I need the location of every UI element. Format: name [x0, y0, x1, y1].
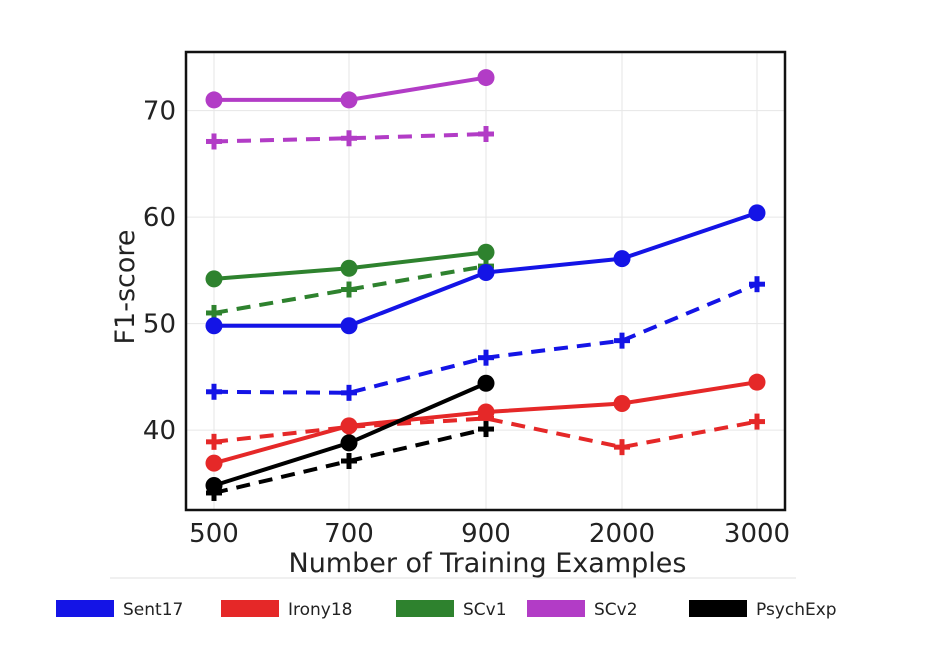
legend-label: PsychExp — [756, 600, 837, 620]
legend-swatch — [396, 600, 454, 617]
x-tick-label: 2000 — [589, 519, 655, 549]
data-point-plus — [341, 130, 357, 147]
series-scv2-solid — [205, 69, 495, 109]
data-point-circle — [340, 417, 358, 435]
data-point-plus — [478, 126, 494, 143]
legend: Sent17 Irony18 SCv1 SCv2 PsychExp — [56, 600, 837, 620]
data-point-circle — [477, 263, 495, 281]
series-scv1-solid — [205, 243, 495, 288]
legend-swatch — [689, 600, 747, 617]
x-tick-label: 3000 — [724, 519, 790, 549]
grid-lines — [186, 52, 785, 510]
data-point-circle — [613, 250, 631, 268]
legend-label: Irony18 — [288, 600, 353, 620]
data-point-circle — [340, 259, 358, 277]
series-scv1-dashed — [206, 258, 494, 321]
data-point-circle — [477, 69, 495, 87]
x-axis-label: Number of Training Examples — [289, 548, 687, 579]
series-sent17-solid — [205, 204, 766, 335]
data-point-circle — [477, 403, 495, 421]
data-point-circle — [205, 91, 223, 109]
data-point-circle — [340, 434, 358, 452]
series-psychexp-dashed — [206, 421, 494, 501]
data-point-circle — [477, 243, 495, 261]
y-tick-label: 50 — [143, 310, 176, 340]
legend-swatch — [221, 600, 279, 617]
series-sent17-dashed — [206, 276, 765, 401]
legend-item-scv2: SCv2 — [527, 600, 638, 620]
legend-item-psychexp: PsychExp — [689, 600, 837, 620]
series-layer — [205, 69, 766, 501]
legend-swatch — [527, 600, 585, 617]
data-point-plus — [206, 133, 222, 150]
plot-frame — [184, 50, 787, 512]
data-point-circle — [205, 270, 223, 288]
tick-labels: 500 700 900 2000 3000 40 50 60 70 — [143, 97, 790, 549]
y-tick-label: 70 — [143, 97, 176, 127]
legend-item-sent17: Sent17 — [56, 600, 183, 620]
data-point-circle — [477, 374, 495, 392]
data-point-circle — [340, 91, 358, 109]
y-tick-label: 60 — [143, 203, 176, 233]
data-point-plus — [341, 281, 357, 298]
data-point-plus — [341, 453, 357, 470]
data-point-plus — [478, 349, 494, 366]
data-point-circle — [205, 477, 223, 495]
data-point-circle — [748, 373, 766, 391]
y-tick-label: 40 — [143, 416, 176, 446]
data-point-circle — [748, 204, 766, 222]
legend-label: SCv2 — [594, 600, 638, 620]
data-point-plus — [614, 439, 630, 456]
legend-swatch — [56, 600, 114, 617]
series-psychexp-solid — [205, 374, 495, 495]
x-tick-label: 900 — [461, 519, 511, 549]
legend-item-irony18: Irony18 — [221, 600, 353, 620]
y-axis-label: F1-score — [110, 229, 141, 344]
data-point-circle — [613, 394, 631, 412]
legend-label: Sent17 — [123, 600, 183, 620]
data-point-circle — [340, 317, 358, 335]
data-point-circle — [205, 317, 223, 335]
data-point-plus — [478, 421, 494, 438]
data-point-plus — [614, 332, 630, 349]
x-tick-label: 500 — [189, 519, 239, 549]
data-point-plus — [206, 433, 222, 450]
data-point-plus — [749, 413, 765, 430]
series-scv2-dashed — [206, 126, 494, 150]
x-tick-label: 700 — [324, 519, 374, 549]
data-point-plus — [206, 383, 222, 400]
legend-label: SCv1 — [463, 600, 507, 620]
data-point-plus — [749, 276, 765, 293]
series-irony18-solid — [205, 373, 766, 472]
data-point-circle — [205, 454, 223, 472]
data-point-plus — [341, 384, 357, 401]
legend-item-scv1: SCv1 — [396, 600, 507, 620]
